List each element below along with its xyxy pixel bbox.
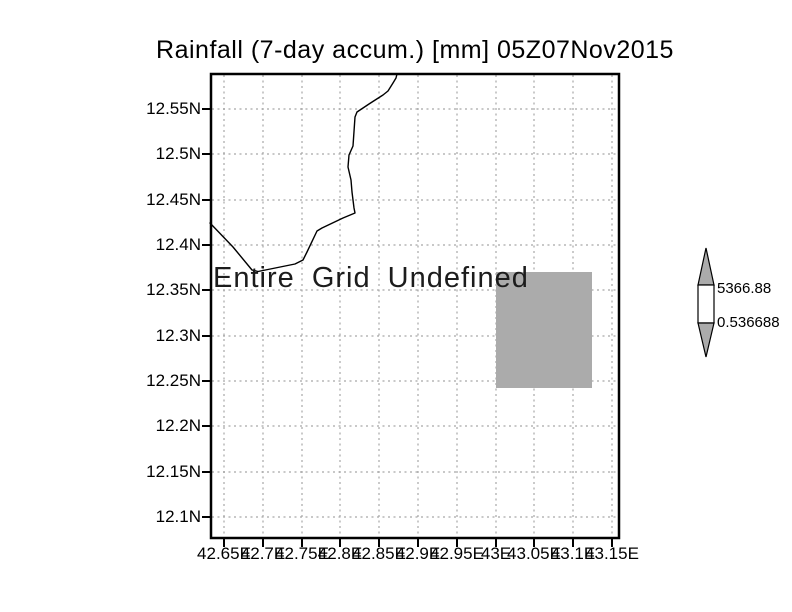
- colorbar-max-label: 5366.88: [717, 280, 772, 297]
- y-axis-label: 12.45N: [146, 190, 201, 209]
- y-axis-label: 12.15N: [146, 462, 201, 481]
- y-axis-label: 12.55N: [146, 99, 201, 118]
- shaded-grid-cell: [496, 272, 592, 388]
- x-axis-label: 42.8E: [317, 544, 363, 563]
- x-axis-label: 42.95E: [430, 544, 484, 563]
- x-axis-label: 42.85E: [352, 544, 406, 563]
- x-axis-label: 43.15E: [585, 544, 639, 563]
- coastline: [209, 73, 398, 273]
- plot-title: Rainfall (7-day accum.) [mm] 05Z07Nov201…: [156, 36, 674, 64]
- map-border: [209, 72, 621, 540]
- y-axis-label: 12.2N: [155, 416, 201, 435]
- y-axis-label: 12.5N: [155, 144, 201, 163]
- colorbar-min-label: 0.536688: [717, 314, 780, 331]
- y-axis-label: 12.3N: [155, 326, 201, 345]
- x-axis-label: 43.1E: [550, 544, 596, 563]
- colorbar: [697, 247, 715, 358]
- colorbar-up-arrow-icon: [697, 247, 715, 286]
- entire-grid-undefined-message: Entire Grid Undefined: [213, 262, 529, 294]
- x-axis-label: 42.75E: [275, 544, 329, 563]
- x-axis-label: 42.65E: [197, 544, 251, 563]
- axis-ticks: [202, 108, 613, 547]
- x-axis-label: 42.9E: [395, 544, 441, 563]
- y-axis-label: 12.1N: [155, 507, 201, 526]
- x-axis-label: 43.05E: [507, 544, 561, 563]
- y-axis-label: 12.35N: [146, 280, 201, 299]
- x-axis-label: 43E: [480, 544, 512, 563]
- y-axis-label: 12.4N: [155, 235, 201, 254]
- colorbar-down-arrow-icon: [697, 322, 715, 358]
- colorbar-bar: [697, 284, 715, 324]
- y-axis-label: 12.25N: [146, 371, 201, 390]
- x-axis-label: 42.7E: [240, 544, 286, 563]
